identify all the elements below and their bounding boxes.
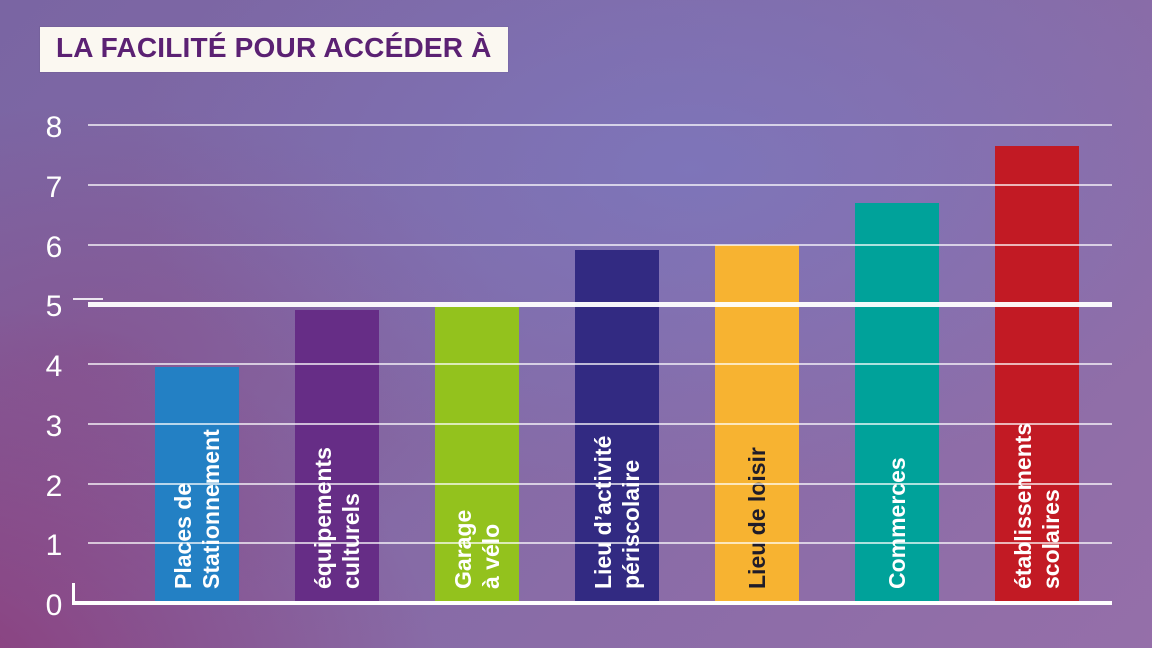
- bar-category-label: Commerces: [884, 457, 910, 589]
- gridline-3: [88, 422, 1112, 425]
- axis-tick-5: [73, 298, 103, 301]
- gridline-5: [88, 301, 1112, 307]
- gridline-6: [88, 243, 1112, 246]
- gridline-8: [88, 124, 1112, 126]
- y-axis-tick-label-1: 1: [45, 529, 63, 563]
- y-axis-tick-label-5: 5: [45, 290, 63, 324]
- chart-title: LA FACILITÉ POUR ACCÉDER À: [56, 32, 492, 63]
- chart-title-box: LA FACILITÉ POUR ACCÉDER À: [40, 27, 508, 72]
- y-axis-tick-label-4: 4: [45, 350, 63, 383]
- bar-category-label: Garage à vélo: [450, 509, 504, 589]
- bar-6: Commerces: [855, 202, 939, 603]
- y-axis-tick-label-8: 8: [45, 111, 63, 144]
- y-axis-tick-label-7: 7: [45, 170, 63, 204]
- y-axis-corner-tick: [72, 583, 75, 603]
- gridline-2: [88, 482, 1112, 485]
- gridline-7: [88, 183, 1112, 186]
- bar-category-label: Lieu d’activité périscolaire: [590, 435, 644, 589]
- bar-3: Garage à vélo: [435, 307, 519, 603]
- y-axis-tick-label-2: 2: [45, 469, 63, 503]
- bar-category-label: Places de Stationnement: [170, 429, 224, 589]
- bar-category-label: Lieu de loisir: [744, 447, 770, 589]
- gridline-4: [88, 363, 1112, 365]
- bar-2: équipements culturels: [295, 310, 379, 603]
- bar-1: Places de Stationnement: [155, 367, 239, 603]
- y-axis-tick-label-3: 3: [45, 409, 63, 443]
- bar-category-label: établissements scolaires: [1010, 422, 1064, 589]
- y-axis-tick-label-0: 0: [45, 589, 63, 622]
- gridline-1: [88, 542, 1112, 545]
- bar-7: établissements scolaires: [995, 145, 1079, 603]
- y-axis-tick-label-6: 6: [45, 230, 63, 264]
- x-axis-line: [72, 601, 1112, 605]
